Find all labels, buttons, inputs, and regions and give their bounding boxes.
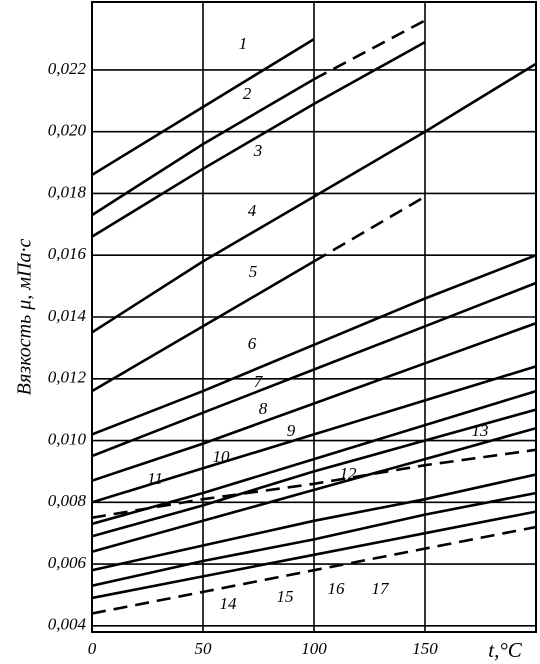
series-label: 16	[328, 579, 346, 598]
series-label: 7	[254, 372, 264, 391]
series-label: 15	[277, 587, 294, 606]
series-label: 1	[239, 34, 248, 53]
series-label: 3	[253, 141, 263, 160]
series-line	[92, 260, 315, 393]
series-line	[313, 195, 426, 263]
series-label: 5	[249, 262, 258, 281]
series-line	[92, 321, 536, 482]
x-tick-label: 150	[412, 639, 438, 658]
y-tick-label: 0,014	[48, 306, 87, 325]
y-tick-label: 0,016	[48, 244, 87, 263]
y-tick-label: 0,006	[48, 553, 87, 572]
series-label: 9	[287, 421, 296, 440]
series-line	[92, 491, 536, 587]
series-line	[92, 62, 536, 334]
series-line	[92, 253, 536, 436]
series-line	[92, 448, 536, 519]
x-tick-label: 0	[88, 639, 97, 658]
y-tick-label: 0,008	[48, 491, 87, 510]
series-label: 13	[472, 421, 489, 440]
series-label: 14	[220, 594, 238, 613]
series-line	[92, 426, 536, 553]
series-line	[92, 510, 536, 600]
series-line	[92, 525, 536, 615]
series-line	[92, 40, 426, 238]
y-axis-label: Вязкость μ, мПа·с	[14, 239, 36, 396]
series-label: 6	[248, 334, 257, 353]
y-tick-label: 0,012	[48, 368, 87, 387]
series-line	[92, 408, 536, 538]
series-label: 4	[248, 201, 257, 220]
series-line	[92, 389, 536, 526]
x-tick-label: 50	[195, 639, 213, 658]
y-tick-label: 0,022	[48, 59, 87, 78]
series-label: 11	[147, 469, 163, 488]
x-axis-label: t,°C	[488, 638, 522, 662]
series-line	[92, 37, 315, 177]
series-line	[92, 281, 536, 458]
series-label: 10	[213, 447, 231, 466]
y-tick-label: 0,018	[48, 182, 87, 201]
series-label: 2	[243, 84, 252, 103]
y-tick-label: 0,004	[48, 615, 87, 634]
series-label: 17	[372, 579, 391, 598]
series-label: 8	[259, 399, 268, 418]
y-tick-label: 0,020	[48, 121, 87, 140]
series-line	[92, 78, 315, 217]
x-tick-label: 100	[301, 639, 327, 658]
series-line	[92, 473, 536, 572]
series-line	[92, 365, 536, 504]
y-tick-label: 0,010	[48, 429, 87, 448]
